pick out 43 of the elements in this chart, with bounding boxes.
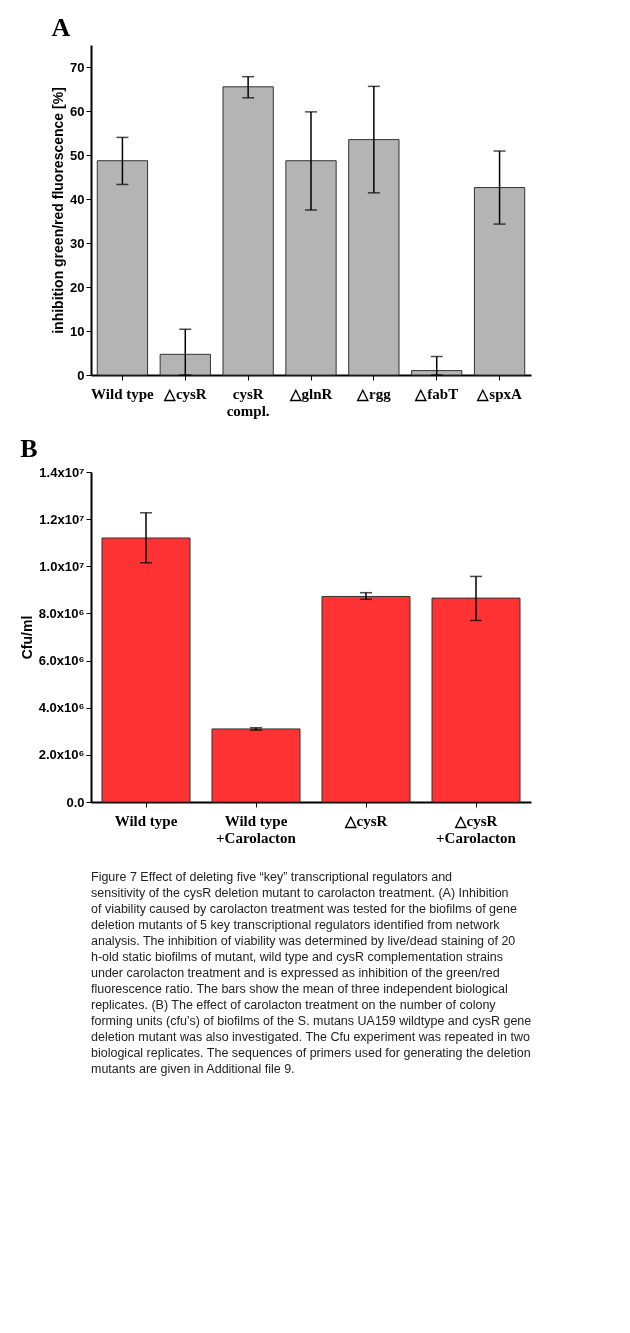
bar [348, 139, 400, 376]
x-tick-label: △cysR [343, 812, 388, 829]
x-tick-label: △cysR +Carolacton [436, 812, 517, 846]
x-tick-label: Wild type +Carolacton [216, 812, 297, 846]
x-tick-label: △spxA [476, 385, 522, 402]
y-axis-title: Cfu/ml [18, 615, 35, 660]
x-tick-label: △cysR [162, 385, 207, 402]
y-tick-label: 4.0x10⁶ [38, 700, 85, 716]
y-tick-label: 8.0x10⁶ [38, 605, 85, 621]
chart-title: A [51, 13, 71, 42]
y-tick-label: 2.0x10⁶ [38, 747, 85, 763]
y-tick-label: 50 [70, 147, 85, 163]
bar [411, 370, 463, 376]
bar [431, 597, 521, 803]
y-tick-label: 1.4x10⁷ [39, 464, 85, 480]
y-tick-label: 0.0 [66, 794, 85, 810]
bar [321, 595, 411, 803]
x-tick-label: △rgg [356, 385, 392, 402]
y-tick-label: 10 [70, 323, 85, 339]
text: Figure 7 Effect of deleting five “key” transcriptional regulators and sensitivity of the cysR deletion mutant to carolacton treatment. (A) Inhibition of viability caused by carolacton treatment was tested for the biofilms of gene deletion mutants of 5 key transcriptional regulators identified from network analysis. The inhibition of viability was determined by live/dead staining of 20 h-old static biofilms of mutant, wild type and cysR complementation strains under carolacton treatment and is expressed as inhibition of the green/red fluorescence ratio. The bars show the mean of three independent biological replicates. (B) The effect of carolacton treatment on the number of colony forming units (cfu’s) of biofilms of the S. mutans UA159 wildtype and cysR gene deletion mutant was also investigated. The Cfu experiment was repeated in two biological replicates. The sequences of primers used for generating the deletion mutants are given in Additional file 9. [91, 870, 532, 1076]
y-tick-label: 1.0x10⁷ [39, 558, 85, 574]
chart-title: B [20, 434, 38, 463]
bar [222, 86, 274, 376]
x-tick-label: △fabT [414, 385, 459, 402]
x-tick-label: Wild type [114, 812, 178, 829]
y-tick-label: 70 [70, 59, 85, 75]
bar [473, 187, 526, 376]
y-tick-label: 6.0x10⁶ [38, 653, 85, 669]
y-tick-label: 60 [70, 103, 85, 119]
bar [101, 537, 191, 803]
y-tick-label: 1.2x10⁷ [39, 511, 85, 527]
y-tick-label: 30 [70, 235, 85, 251]
x-tick-label: cysR compl. [226, 385, 270, 419]
y-tick-label: 40 [70, 191, 85, 207]
bar [159, 353, 211, 376]
y-axis-title: inhibition green/red fluorescence [%] [50, 87, 67, 334]
bar [285, 160, 337, 376]
bar [96, 160, 149, 376]
x-tick-label: Wild type [91, 385, 155, 402]
x-tick-label: △glnR [288, 385, 333, 402]
y-tick-label: 0 [77, 367, 85, 383]
y-tick-label: 20 [70, 279, 85, 295]
bar [211, 728, 301, 803]
